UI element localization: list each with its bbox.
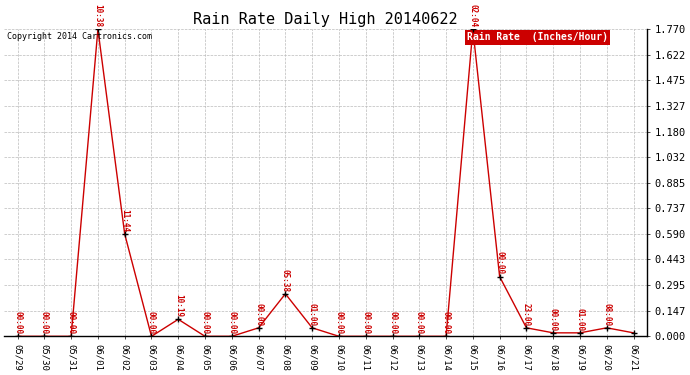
Text: 00:00: 00:00: [254, 303, 263, 326]
Title: Rain Rate Daily High 20140622: Rain Rate Daily High 20140622: [193, 12, 458, 27]
Text: 00:00: 00:00: [415, 311, 424, 334]
Text: 01:00: 01:00: [575, 308, 584, 331]
Text: 08:00: 08:00: [602, 303, 611, 326]
Text: 00:00: 00:00: [335, 311, 344, 334]
Text: 10:38: 10:38: [93, 4, 102, 27]
Text: 00:00: 00:00: [549, 308, 558, 331]
Text: 01:00: 01:00: [308, 303, 317, 326]
Text: 00:00: 00:00: [13, 311, 22, 334]
Text: 11:44: 11:44: [120, 209, 129, 232]
Text: 00:00: 00:00: [388, 311, 397, 334]
Text: 00:00: 00:00: [147, 311, 156, 334]
Text: 02:04: 02:04: [469, 4, 477, 27]
Text: 00:00: 00:00: [201, 311, 210, 334]
Text: 00:00: 00:00: [362, 311, 371, 334]
Text: 05:38: 05:38: [281, 268, 290, 292]
Text: 00:00: 00:00: [227, 311, 236, 334]
Text: Copyright 2014 Cartronics.com: Copyright 2014 Cartronics.com: [8, 32, 152, 41]
Text: 00:00: 00:00: [442, 311, 451, 334]
Text: Rain Rate  (Inches/Hour): Rain Rate (Inches/Hour): [467, 32, 608, 42]
Text: 00:00: 00:00: [67, 311, 76, 334]
Text: 10:19: 10:19: [174, 294, 183, 317]
Text: 23:00: 23:00: [522, 303, 531, 326]
Text: 00:00: 00:00: [40, 311, 49, 334]
Text: 00:00: 00:00: [495, 251, 504, 274]
